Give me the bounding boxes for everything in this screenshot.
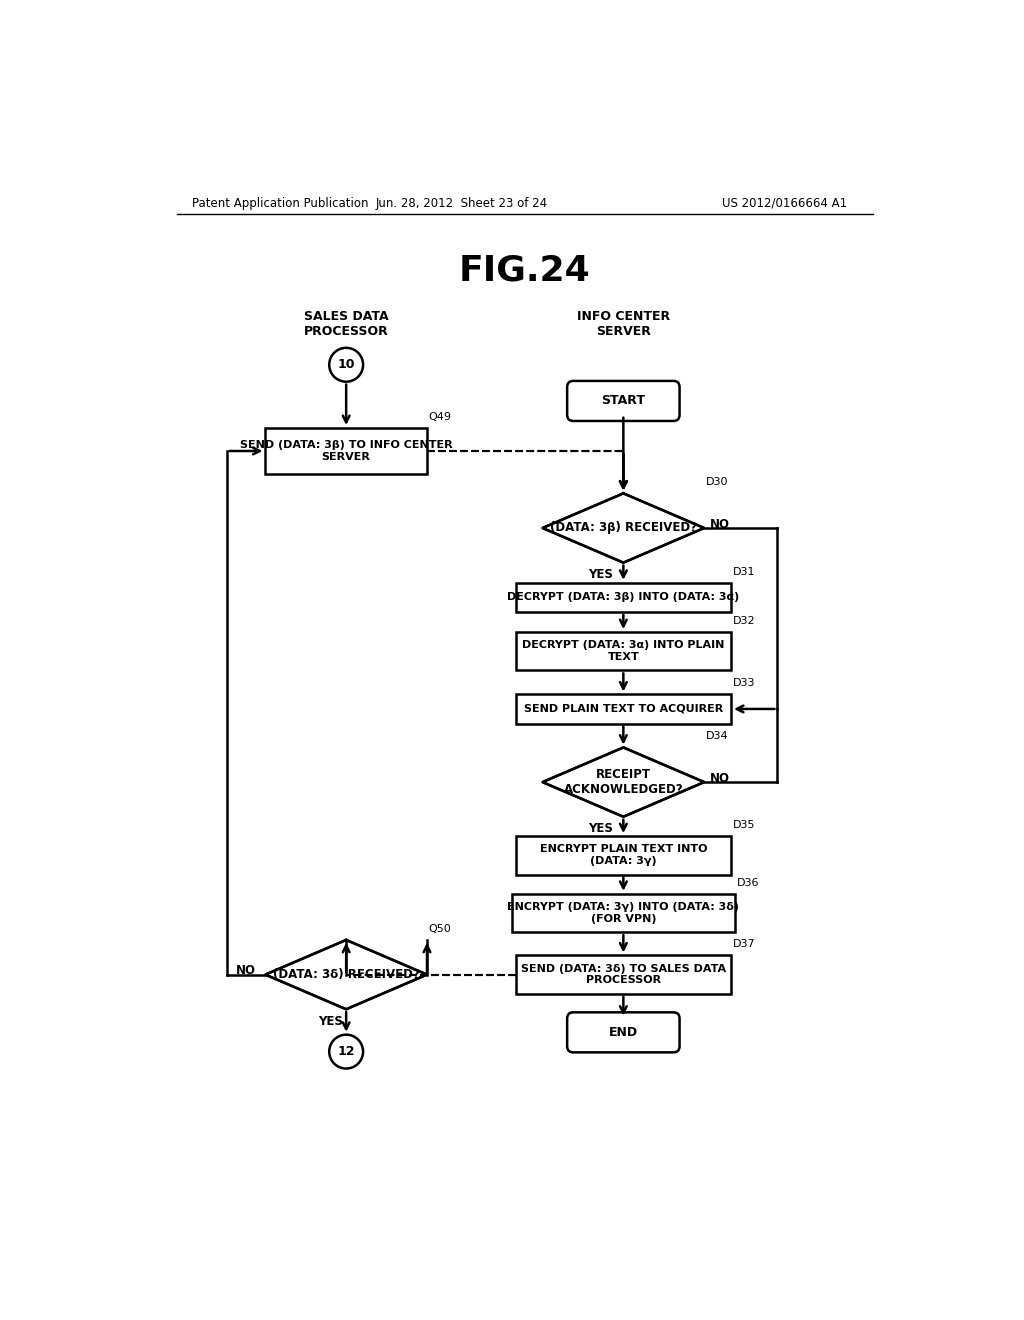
Text: SEND PLAIN TEXT TO ACQUIRER: SEND PLAIN TEXT TO ACQUIRER [523, 704, 723, 714]
Text: NO: NO [711, 772, 730, 785]
Text: (DATA: 3β) RECEIVED?: (DATA: 3β) RECEIVED? [550, 521, 697, 535]
Text: DECRYPT (DATA: 3α) INTO PLAIN
TEXT: DECRYPT (DATA: 3α) INTO PLAIN TEXT [522, 640, 725, 663]
Text: Patent Application Publication: Patent Application Publication [193, 197, 369, 210]
Text: DECRYPT (DATA: 3β) INTO (DATA: 3α): DECRYPT (DATA: 3β) INTO (DATA: 3α) [507, 593, 739, 602]
Text: 12: 12 [338, 1045, 355, 1059]
Text: D36: D36 [736, 878, 759, 887]
Text: (DATA: 3δ) RECEIVED?: (DATA: 3δ) RECEIVED? [272, 968, 420, 981]
Text: D31: D31 [733, 566, 756, 577]
Text: INFO CENTER
SERVER: INFO CENTER SERVER [577, 310, 670, 338]
Text: D37: D37 [733, 940, 756, 949]
Text: ENCRYPT (DATA: 3γ) INTO (DATA: 3δ)
(FOR VPN): ENCRYPT (DATA: 3γ) INTO (DATA: 3δ) (FOR … [507, 902, 739, 924]
Text: SEND (DATA: 3δ) TO SALES DATA
PROCESSOR: SEND (DATA: 3δ) TO SALES DATA PROCESSOR [521, 964, 726, 986]
Text: RECEIPT
ACKNOWLEDGED?: RECEIPT ACKNOWLEDGED? [563, 768, 683, 796]
Text: US 2012/0166664 A1: US 2012/0166664 A1 [723, 197, 848, 210]
FancyBboxPatch shape [515, 632, 731, 671]
FancyBboxPatch shape [512, 894, 735, 932]
FancyBboxPatch shape [515, 694, 731, 723]
Text: YES: YES [318, 1015, 343, 1028]
FancyBboxPatch shape [515, 956, 731, 994]
Text: D34: D34 [706, 731, 728, 742]
FancyBboxPatch shape [265, 428, 427, 474]
Text: D30: D30 [706, 478, 728, 487]
Text: Q50: Q50 [429, 924, 452, 933]
Text: END: END [609, 1026, 638, 1039]
Text: D35: D35 [733, 820, 756, 830]
FancyBboxPatch shape [567, 381, 680, 421]
Polygon shape [265, 940, 427, 1010]
Text: YES: YES [588, 822, 612, 836]
Text: NO: NO [237, 964, 256, 977]
Text: SALES DATA
PROCESSOR: SALES DATA PROCESSOR [304, 310, 388, 338]
FancyBboxPatch shape [567, 1012, 680, 1052]
Text: NO: NO [711, 517, 730, 531]
FancyBboxPatch shape [515, 582, 731, 612]
Text: Q49: Q49 [429, 412, 452, 422]
Text: 10: 10 [338, 358, 355, 371]
Text: START: START [601, 395, 645, 408]
Text: Jun. 28, 2012  Sheet 23 of 24: Jun. 28, 2012 Sheet 23 of 24 [376, 197, 548, 210]
Text: YES: YES [588, 568, 612, 581]
Text: ENCRYPT PLAIN TEXT INTO
(DATA: 3γ): ENCRYPT PLAIN TEXT INTO (DATA: 3γ) [540, 845, 708, 866]
Polygon shape [543, 494, 705, 562]
Text: FIG.24: FIG.24 [459, 253, 591, 286]
Text: SEND (DATA: 3β) TO INFO CENTER
SERVER: SEND (DATA: 3β) TO INFO CENTER SERVER [240, 440, 453, 462]
FancyBboxPatch shape [515, 836, 731, 874]
Text: D32: D32 [733, 616, 756, 626]
Polygon shape [543, 747, 705, 817]
Text: D33: D33 [733, 678, 756, 688]
